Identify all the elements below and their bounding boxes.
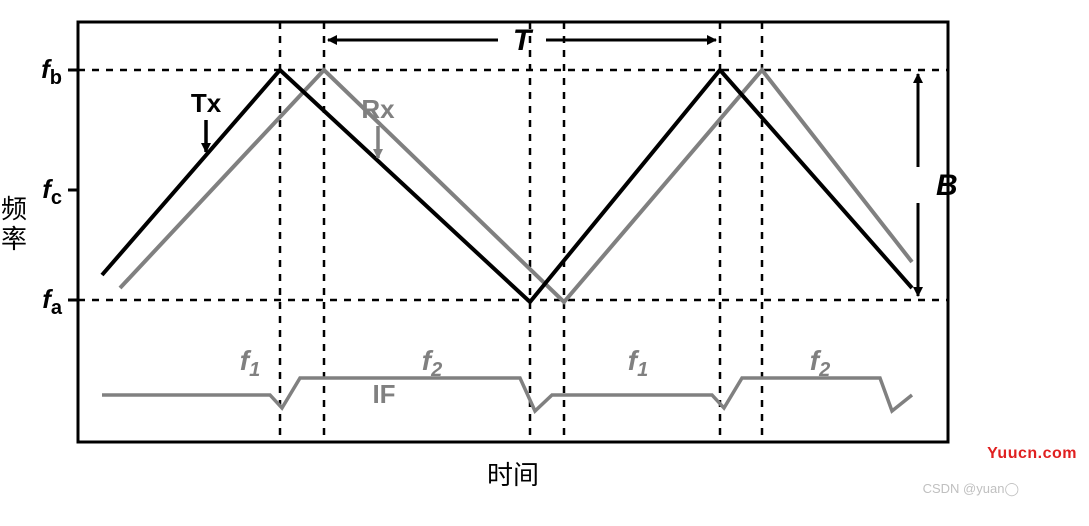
fmcw-diagram: fb fc fa 频率时间 T B Tx Rx IF f1 f2 f1 f2 xyxy=(0,0,1089,521)
if-region-label: f2 xyxy=(810,345,830,381)
period-label: T xyxy=(513,24,534,57)
watermark-csdn: CSDN @yuan◯ xyxy=(923,481,1019,497)
if-label: IF xyxy=(372,379,395,409)
x-axis-label: 时间 xyxy=(487,460,539,490)
rx-label: Rx xyxy=(361,94,395,124)
tx-label: Tx xyxy=(191,88,222,118)
rx-trace xyxy=(120,70,912,302)
if-region-label: f1 xyxy=(240,345,260,381)
if-region-label: f1 xyxy=(628,345,648,381)
y-tick-label: fc xyxy=(42,174,62,209)
bandwidth-label: B xyxy=(936,169,958,202)
y-tick-label: fa xyxy=(42,284,63,319)
watermark-yuucn: Yuucn.com xyxy=(987,445,1077,463)
y-axis-label: 频率 xyxy=(1,194,27,254)
if-trace xyxy=(102,378,912,411)
y-tick-label: fb xyxy=(41,54,62,89)
if-region-label: f2 xyxy=(422,345,442,381)
